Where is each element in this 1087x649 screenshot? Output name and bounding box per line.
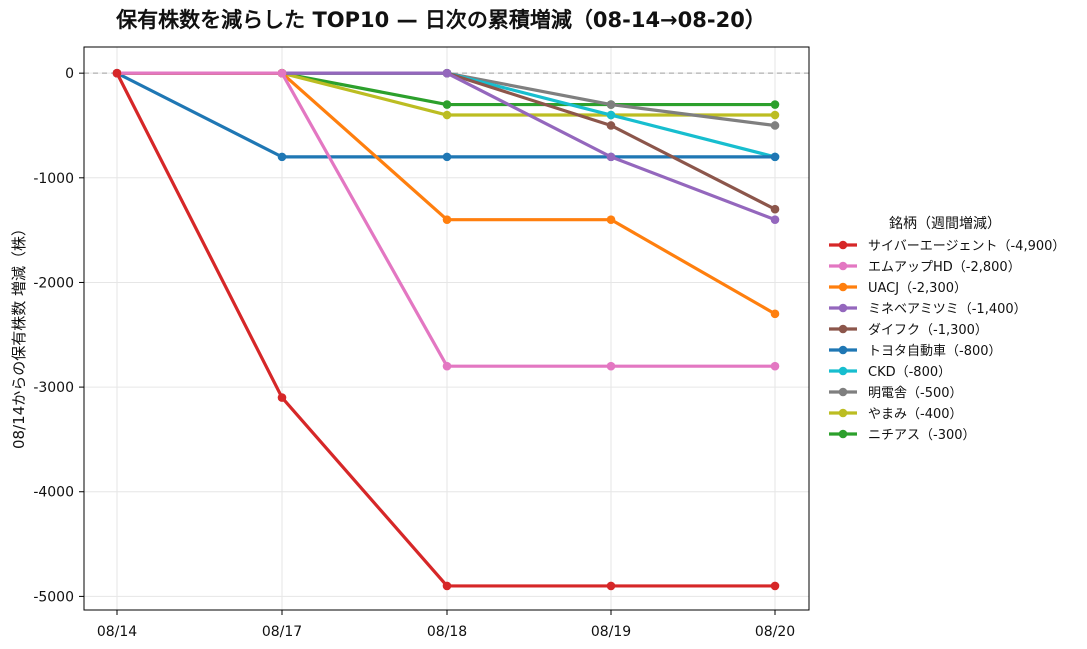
legend-swatch-marker <box>838 240 848 250</box>
data-point <box>277 68 287 78</box>
y-tick-label: -4000 <box>33 485 74 501</box>
legend-label: 明電舎（-500） <box>868 386 963 401</box>
data-point <box>442 215 452 224</box>
data-point <box>442 100 452 109</box>
legend-item: サイバーエージェント（-4,900） <box>829 239 1065 254</box>
data-point <box>606 121 616 130</box>
data-point <box>770 361 780 371</box>
legend-swatch-marker <box>838 324 848 334</box>
legend-label: ミネベアミツミ（-1,400） <box>868 302 1027 317</box>
legend-swatch-marker <box>838 429 848 439</box>
legend-swatch-marker <box>838 303 848 313</box>
data-point <box>770 100 780 109</box>
data-point <box>442 361 452 371</box>
legend-item: トヨタ自動車（-800） <box>829 344 1002 359</box>
data-point <box>277 393 287 402</box>
data-point <box>770 204 780 214</box>
data-point <box>606 110 616 120</box>
legend-label: CKD（-800） <box>868 365 951 380</box>
x-tick-label: 08/14 <box>97 624 137 640</box>
legend-item: ダイフク（-1,300） <box>829 323 988 338</box>
y-tick-label: -2000 <box>33 275 74 291</box>
legend-item: エムアップHD（-2,800） <box>829 260 1021 275</box>
data-point <box>112 68 122 78</box>
data-point <box>606 581 616 591</box>
legend-swatch-marker <box>838 366 848 376</box>
x-tick-label: 08/19 <box>591 624 631 640</box>
x-tick-label: 08/20 <box>755 624 795 640</box>
data-point <box>606 152 616 162</box>
legend-label: ダイフク（-1,300） <box>868 323 988 338</box>
legend-title: 銘柄（週間増減） <box>889 215 1001 232</box>
y-tick-label: -1000 <box>33 171 74 187</box>
x-axis-ticks: 08/14 08/17 08/18 08/19 08/20 <box>97 610 795 640</box>
data-point <box>442 110 452 120</box>
y-axis-label: 08/14からの保有株数 増減（株） <box>10 221 28 449</box>
legend-item: CKD（-800） <box>829 365 951 380</box>
data-point <box>770 581 780 591</box>
legend: サイバーエージェント（-4,900） エムアップHD（-2,800） UACJ（-2… <box>829 239 1065 443</box>
data-point <box>606 100 616 109</box>
legend-item: ニチアス（-300） <box>829 428 976 443</box>
legend-swatch-marker <box>838 387 848 397</box>
legend-swatch-marker <box>838 282 848 292</box>
legend-item: 明電舎（-500） <box>829 386 963 401</box>
legend-item: UACJ（-2,300） <box>829 281 967 296</box>
grid-lines <box>84 47 809 610</box>
legend-swatch-marker <box>838 408 848 418</box>
data-point <box>770 152 780 162</box>
legend-label: ニチアス（-300） <box>868 428 976 443</box>
x-tick-label: 08/18 <box>427 624 467 640</box>
legend-label: UACJ（-2,300） <box>868 281 967 296</box>
y-tick-label: 0 <box>65 66 74 82</box>
data-point <box>770 121 780 130</box>
legend-swatch-marker <box>838 345 848 355</box>
series <box>112 68 780 591</box>
legend-item: ミネベアミツミ（-1,400） <box>829 302 1027 317</box>
data-point <box>442 152 452 162</box>
series-lines <box>112 68 780 591</box>
data-point <box>606 215 616 224</box>
legend-label: サイバーエージェント（-4,900） <box>868 239 1065 254</box>
y-tick-label: -5000 <box>33 589 74 605</box>
data-point <box>606 361 616 371</box>
x-tick-label: 08/17 <box>262 624 302 640</box>
y-axis-ticks: 0 -1000 -2000 -3000 -4000 -5000 <box>33 66 84 605</box>
y-tick-label: -3000 <box>33 380 74 396</box>
legend-label: トヨタ自動車（-800） <box>868 344 1002 359</box>
legend-swatch-marker <box>838 261 848 271</box>
data-point <box>770 215 780 224</box>
chart-title: 保有株数を減らした TOP10 — 日次の累積増減（08-14→08-20） <box>115 8 766 32</box>
data-point <box>277 152 287 162</box>
data-point <box>770 110 780 120</box>
legend-label: やまみ（-400） <box>868 407 963 422</box>
data-point <box>770 309 780 319</box>
data-point <box>442 581 452 591</box>
data-point <box>442 68 452 78</box>
legend-item: やまみ（-400） <box>829 407 963 422</box>
legend-label: エムアップHD（-2,800） <box>868 260 1021 275</box>
